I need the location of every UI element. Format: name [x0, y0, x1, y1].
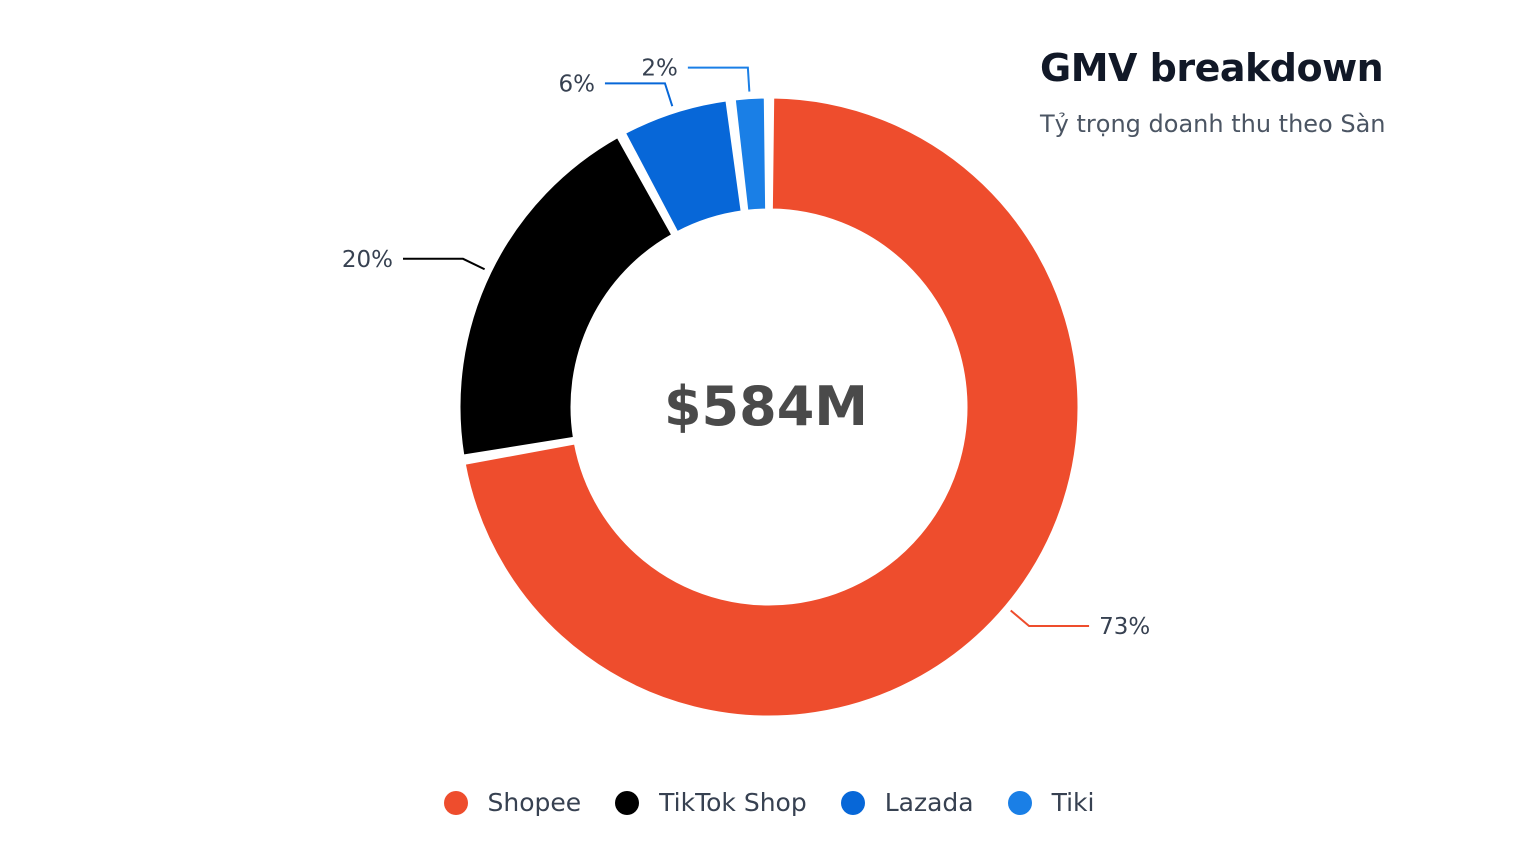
- donut-slices: [457, 95, 1081, 719]
- leader-line-tiki: [687, 66, 751, 92]
- label-leaders: 73% 20% 6% 2%: [342, 56, 1150, 640]
- slice-lazada[interactable]: [622, 98, 744, 235]
- legend-label: Shopee: [487, 788, 582, 817]
- chart-subtitle: Tỷ trọng doanh thu theo Sàn: [1040, 110, 1386, 138]
- leader-line-shopee: [1010, 609, 1090, 627]
- leader-line-tiktok-shop: [402, 257, 486, 271]
- legend: Shopee TikTok Shop Lazada Tiki: [0, 788, 1538, 817]
- legend-label: Lazada: [884, 788, 974, 817]
- legend-item-shopee[interactable]: Shopee: [443, 788, 582, 817]
- legend-item-tiki[interactable]: Tiki: [1007, 788, 1095, 817]
- slice-tiktok-shop[interactable]: [457, 134, 675, 458]
- legend-dot-icon: [840, 790, 865, 815]
- legend-dot-icon: [615, 790, 640, 815]
- legend-label: Tiki: [1051, 788, 1095, 817]
- legend-label: TikTok Shop: [659, 788, 807, 817]
- legend-dot-icon: [1007, 790, 1032, 815]
- chart-title: GMV breakdown: [1040, 46, 1384, 90]
- legend-item-lazada[interactable]: Lazada: [840, 788, 974, 817]
- legend-item-tiktok-shop[interactable]: TikTok Shop: [615, 788, 807, 817]
- legend-dot-icon: [443, 790, 468, 815]
- center-total-label: $584M: [664, 375, 868, 438]
- data-label-shopee: 73%: [1099, 614, 1150, 640]
- slice-tiki[interactable]: [732, 95, 769, 213]
- data-label-tiki: 2%: [641, 56, 678, 82]
- slice-shopee[interactable]: [462, 95, 1081, 719]
- data-label-lazada: 6%: [558, 71, 595, 97]
- data-label-tiktok-shop: 20%: [342, 247, 393, 273]
- leader-line-lazada: [604, 82, 674, 107]
